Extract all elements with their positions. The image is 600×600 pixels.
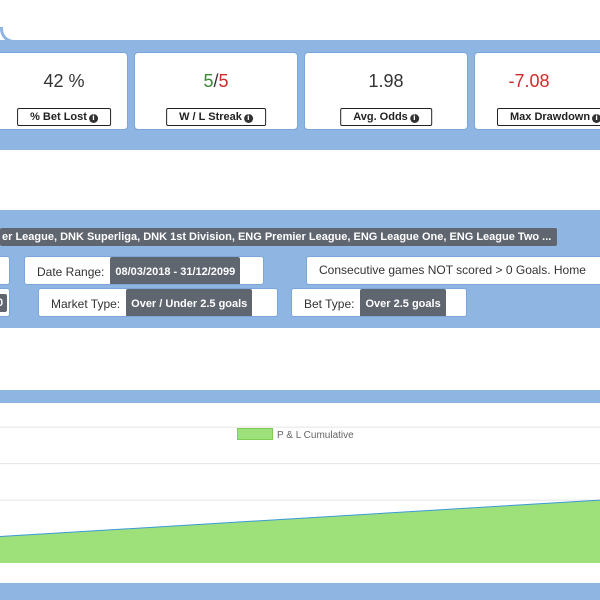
bet-lost-value: 42 % — [43, 71, 85, 91]
streak-separator: / — [213, 71, 219, 91]
info-icon[interactable]: i — [88, 114, 98, 123]
bet-type-label: Bet Type: — [304, 297, 355, 311]
cut-pill[interactable]: 0 — [0, 294, 8, 312]
avg-odds-value: 1.98 — [368, 71, 404, 91]
pl-cumulative-area — [0, 500, 600, 563]
avg-odds-label[interactable]: Avg. Odds i — [340, 108, 432, 126]
info-icon[interactable]: i — [409, 114, 419, 123]
chart-bottom-border — [0, 591, 600, 593]
filter-bet-type[interactable]: Bet Type: Over 2.5 goals — [291, 288, 467, 317]
stat-card-bet-lost: 42 % % Bet Lost i — [0, 52, 128, 130]
pl-cumulative-line — [0, 499, 600, 538]
info-icon[interactable]: i — [592, 114, 600, 123]
filters-panel: er League, DNK Superliga, DNK 1st Divisi… — [0, 210, 600, 328]
max-drawdown-label[interactable]: Max Drawdown i — [497, 108, 600, 126]
chart-panel: P & L Cumulative — [0, 390, 600, 600]
legend-swatch — [237, 428, 273, 440]
market-type-value[interactable]: Over / Under 2.5 goals — [126, 289, 253, 316]
max-drawdown-value: -7.08 — [508, 71, 550, 91]
win-streak-value: 5 — [203, 71, 214, 91]
filter-market-type[interactable]: Market Type: Over / Under 2.5 goals — [38, 288, 278, 317]
filter-card-cut — [0, 256, 10, 285]
filter-consecutive-games[interactable]: Consecutive games NOT scored > 0 Goals. … — [306, 256, 600, 285]
legend-label: P & L Cumulative — [277, 430, 354, 441]
bet-lost-label[interactable]: % Bet Lost i — [17, 108, 111, 126]
stat-card-wl-streak: 5/5 W / L Streak i — [134, 52, 298, 130]
bet-type-value[interactable]: Over 2.5 goals — [360, 289, 446, 316]
pl-cumulative-chart: P & L Cumulative — [0, 403, 600, 583]
consecutive-games-text: Consecutive games NOT scored > 0 Goals. … — [319, 263, 586, 277]
chart-legend[interactable]: P & L Cumulative — [237, 428, 354, 441]
stat-card-avg-odds: 1.98 Avg. Odds i — [304, 52, 468, 130]
filter-date-range[interactable]: Date Range: 08/03/2018 - 31/12/2099 — [24, 256, 264, 285]
date-range-value[interactable]: 08/03/2018 - 31/12/2099 — [110, 257, 241, 284]
wl-streak-value: 5/5 — [135, 71, 297, 92]
stats-panel: 42 % % Bet Lost i 5/5 W / L Streak i 1.98 … — [0, 40, 600, 150]
market-type-label: Market Type: — [51, 297, 121, 311]
leagues-pill[interactable]: er League, DNK Superliga, DNK 1st Divisi… — [0, 228, 558, 246]
stat-card-max-drawdown: -7.08 Max Drawdown i — [474, 52, 600, 130]
chart-svg — [0, 426, 600, 563]
info-icon[interactable]: i — [243, 114, 253, 123]
filter-card-cut-2: 0 — [0, 288, 10, 317]
date-range-label: Date Range: — [37, 265, 105, 279]
loss-streak-value: 5 — [218, 71, 229, 91]
wl-streak-label[interactable]: W / L Streak i — [166, 108, 266, 126]
